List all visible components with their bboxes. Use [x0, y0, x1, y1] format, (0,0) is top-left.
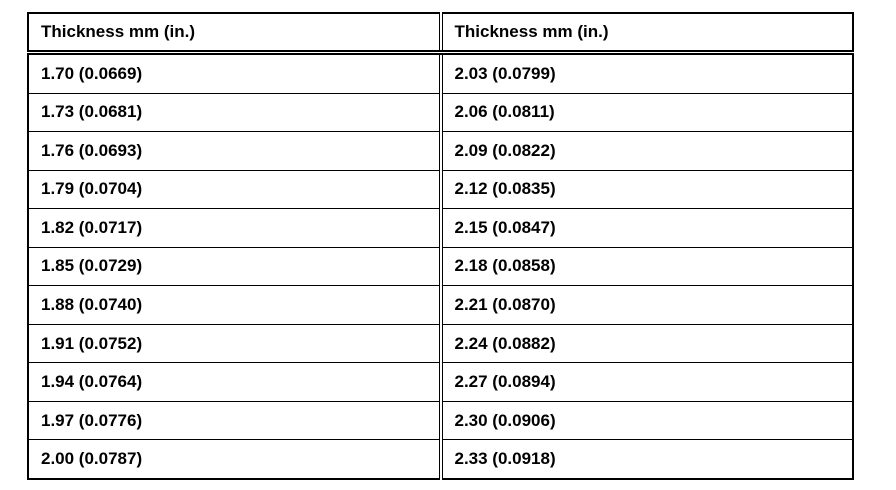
- header-row: Thickness mm (in.) Thickness mm (in.): [27, 12, 854, 55]
- table-row: 1.88 (0.0740) 2.21 (0.0870): [27, 285, 854, 325]
- header-cell: Thickness mm (in.): [440, 12, 854, 55]
- thickness-table: Thickness mm (in.) Thickness mm (in.) 1.…: [27, 12, 854, 480]
- table-cell: 2.24 (0.0882): [440, 323, 854, 364]
- table-row: 1.70 (0.0669) 2.03 (0.0799): [27, 52, 854, 94]
- table-cell: 1.79 (0.0704): [27, 169, 443, 210]
- table-header: Thickness mm (in.) Thickness mm (in.): [27, 12, 854, 55]
- table-cell: 1.82 (0.0717): [27, 208, 443, 248]
- table-cell: 2.12 (0.0835): [440, 169, 854, 210]
- table-cell: 2.03 (0.0799): [440, 52, 854, 94]
- table-row: 2.00 (0.0787) 2.33 (0.0918): [27, 439, 854, 480]
- table-cell: 1.76 (0.0693): [27, 131, 443, 171]
- table-cell: 2.09 (0.0822): [440, 131, 854, 171]
- header-cell: Thickness mm (in.): [27, 12, 443, 55]
- table-cell: 1.88 (0.0740): [27, 285, 443, 325]
- table-cell: 2.00 (0.0787): [27, 439, 443, 480]
- table-row: 1.97 (0.0776) 2.30 (0.0906): [27, 400, 854, 441]
- table-row: 1.85 (0.0729) 2.18 (0.0858): [27, 246, 854, 287]
- table-cell: 1.97 (0.0776): [27, 400, 443, 441]
- table-cell: 2.27 (0.0894): [440, 362, 854, 402]
- table-row: 1.76 (0.0693) 2.09 (0.0822): [27, 131, 854, 171]
- table-cell: 2.06 (0.0811): [440, 92, 854, 133]
- table-cell: 2.18 (0.0858): [440, 246, 854, 287]
- table-row: 1.82 (0.0717) 2.15 (0.0847): [27, 208, 854, 248]
- table-row: 1.79 (0.0704) 2.12 (0.0835): [27, 169, 854, 210]
- table-cell: 1.70 (0.0669): [27, 52, 443, 94]
- table-cell: 2.30 (0.0906): [440, 400, 854, 441]
- table-cell: 1.73 (0.0681): [27, 92, 443, 133]
- table-row: 1.94 (0.0764) 2.27 (0.0894): [27, 362, 854, 402]
- table-cell: 1.94 (0.0764): [27, 362, 443, 402]
- table-cell: 2.33 (0.0918): [440, 439, 854, 480]
- table-cell: 2.21 (0.0870): [440, 285, 854, 325]
- table-row: 1.73 (0.0681) 2.06 (0.0811): [27, 92, 854, 133]
- table-row: 1.91 (0.0752) 2.24 (0.0882): [27, 323, 854, 364]
- table-cell: 1.91 (0.0752): [27, 323, 443, 364]
- table-cell: 1.85 (0.0729): [27, 246, 443, 287]
- table-cell: 2.15 (0.0847): [440, 208, 854, 248]
- table-body: 1.70 (0.0669) 2.03 (0.0799) 1.73 (0.0681) 2…: [27, 52, 854, 480]
